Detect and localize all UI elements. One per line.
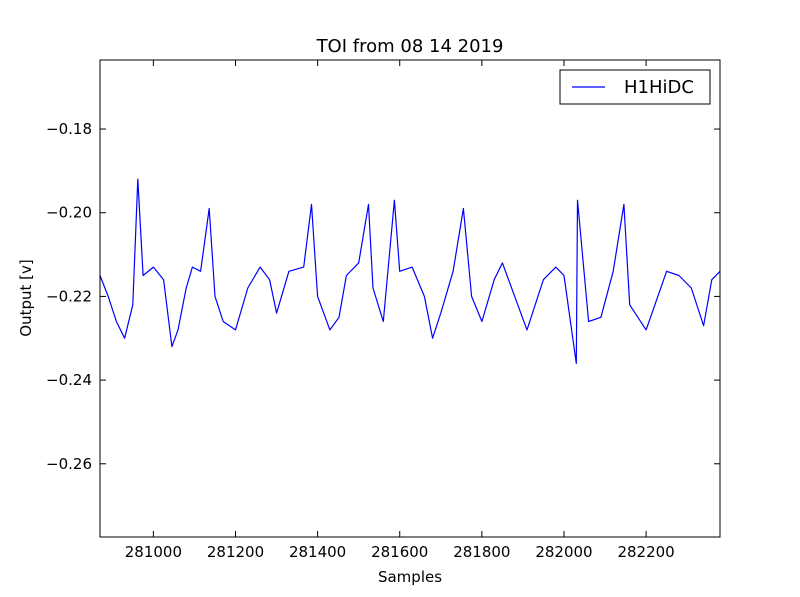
y-axis: −0.18 −0.20 −0.22 −0.24 −0.26 <box>46 120 720 473</box>
plot-area <box>99 178 721 364</box>
y-tick-label: −0.18 <box>46 120 92 138</box>
x-tick-label: 281000 <box>125 543 182 561</box>
x-axis-label: Samples <box>378 568 442 586</box>
legend-label-h1hidc: H1HiDC <box>624 77 694 98</box>
x-tick-label: 281600 <box>371 543 428 561</box>
y-tick-label: −0.26 <box>46 455 92 473</box>
x-tick-label: 281800 <box>453 543 510 561</box>
x-tick-label: 281400 <box>289 543 346 561</box>
legend: H1HiDC <box>559 69 711 105</box>
y-tick-label: −0.24 <box>46 371 92 389</box>
y-tick-label: −0.22 <box>46 287 92 305</box>
y-axis-label: Output [v] <box>17 259 35 336</box>
x-tick-label: 281200 <box>207 543 264 561</box>
x-axis: 281000 281200 281400 281600 281800 282000 2822… <box>125 60 675 561</box>
axes-frame <box>99 59 721 538</box>
chart-title: TOI from 08 14 2019 <box>316 36 504 57</box>
y-tick-label: −0.20 <box>46 204 92 222</box>
x-tick-label: 282000 <box>535 543 592 561</box>
x-tick-label: 282200 <box>617 543 674 561</box>
series-line-h1hidc <box>99 178 721 364</box>
